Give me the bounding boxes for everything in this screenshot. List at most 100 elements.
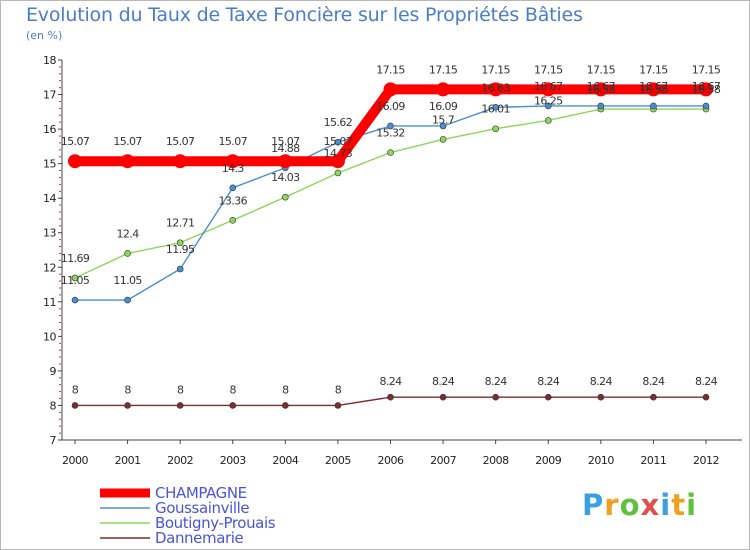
logo-letter: r [604, 488, 620, 522]
y-tick-label: 16 [43, 123, 56, 136]
data-point [702, 393, 710, 401]
logo-letter: P [582, 488, 605, 522]
x-tick-label: 2011 [640, 454, 666, 467]
data-label: 15.32 [376, 127, 405, 140]
data-label: 8 [335, 383, 342, 396]
data-label: 16.67 [534, 80, 563, 93]
x-tick-label: 2005 [325, 454, 351, 467]
data-label: 16.63 [481, 81, 510, 94]
data-point [387, 122, 394, 130]
x-tick-label: 2012 [693, 454, 719, 467]
data-point [120, 154, 135, 169]
data-label: 8.24 [432, 375, 455, 388]
data-point [173, 154, 188, 169]
y-tick-label: 15 [43, 158, 56, 171]
data-label: 8.24 [695, 375, 718, 388]
data-point [334, 402, 342, 409]
data-label: 17.15 [587, 63, 616, 76]
y-tick-label: 18 [43, 54, 56, 67]
legend-label: CHAMPAGNE [155, 484, 247, 502]
data-label: 8.24 [537, 375, 560, 388]
legend: CHAMPAGNEGoussainvilleBoutigny-ProuaisDa… [100, 484, 276, 547]
series-layer [68, 82, 713, 409]
data-point [650, 102, 657, 110]
data-point [176, 265, 184, 273]
logo-letter: x [640, 488, 661, 522]
data-label: 15.62 [324, 116, 353, 129]
data-point [702, 102, 710, 110]
data-point [492, 125, 499, 133]
data-label: 17.15 [692, 63, 721, 76]
chart-subtitle: (en %) [26, 29, 63, 42]
data-label: 15.07 [61, 135, 90, 148]
data-label: 16.67 [692, 80, 721, 93]
y-tick-label: 7 [50, 434, 57, 447]
data-label: 16.58 [587, 83, 616, 96]
data-label: 17.15 [534, 63, 563, 76]
y-tick-label: 12 [43, 261, 56, 274]
logo-letter: t [671, 488, 687, 522]
data-label: 16.58 [692, 83, 721, 96]
y-tick-label: 8 [50, 399, 57, 412]
data-point [597, 102, 605, 110]
data-label: 15.07 [166, 135, 195, 148]
data-point [597, 393, 605, 401]
data-label: 17.15 [639, 63, 668, 76]
data-label: 16.09 [376, 100, 405, 113]
data-point [492, 393, 499, 401]
data-label: 16.09 [429, 100, 458, 113]
data-point [544, 102, 552, 110]
data-label: 15.7 [432, 113, 455, 126]
data-label: 8 [282, 383, 289, 396]
data-point [650, 393, 657, 401]
data-label: 15.07 [113, 135, 142, 148]
data-point [544, 117, 552, 124]
data-label: 11.95 [166, 243, 195, 256]
y-tick-label: 11 [43, 296, 56, 309]
legend-label: Boutigny-Prouais [155, 514, 276, 532]
logo-letter: o [619, 488, 641, 522]
data-label: 14.3 [222, 162, 245, 175]
data-label: 16.25 [534, 94, 563, 107]
data-point [699, 82, 713, 97]
x-tick-label: 2002 [167, 454, 193, 467]
x-tick-label: 2008 [483, 454, 509, 467]
data-label: 14.03 [271, 171, 300, 184]
data-point [229, 216, 237, 224]
y-tick-label: 14 [43, 192, 56, 205]
data-point [176, 402, 184, 409]
data-label: 8.24 [590, 375, 613, 388]
data-label: 16.67 [587, 80, 616, 93]
data-label: 8.24 [485, 375, 508, 388]
data-point [330, 154, 345, 169]
data-label: 8.24 [379, 375, 402, 388]
data-point [541, 82, 556, 97]
y-tick-label: 9 [50, 365, 57, 378]
chart-title: Evolution du Taux de Taxe Foncière sur l… [26, 4, 583, 26]
data-point [71, 402, 79, 409]
data-point [439, 393, 447, 401]
data-point [278, 154, 293, 169]
data-label: 16.67 [639, 80, 668, 93]
data-point [383, 82, 398, 97]
data-label: 17.15 [481, 63, 510, 76]
data-point [229, 402, 237, 409]
y-tick-label: 10 [43, 330, 56, 343]
data-point [387, 393, 394, 401]
data-point [492, 104, 499, 111]
data-point [334, 169, 342, 177]
data-label: 14.88 [271, 142, 300, 155]
data-point [282, 402, 289, 409]
data-point [71, 274, 79, 282]
data-label: 15.07 [219, 135, 248, 148]
x-tick-label: 2010 [588, 454, 614, 467]
data-label: 12.71 [166, 217, 195, 230]
x-tick-label: 2000 [62, 454, 88, 467]
data-point [646, 82, 661, 97]
legend-label: Dannemarie [155, 529, 244, 547]
y-tick-label: 17 [43, 89, 56, 102]
data-label: 16.01 [481, 103, 510, 116]
data-label: 15.07 [271, 135, 300, 148]
data-label: 8 [72, 383, 79, 396]
